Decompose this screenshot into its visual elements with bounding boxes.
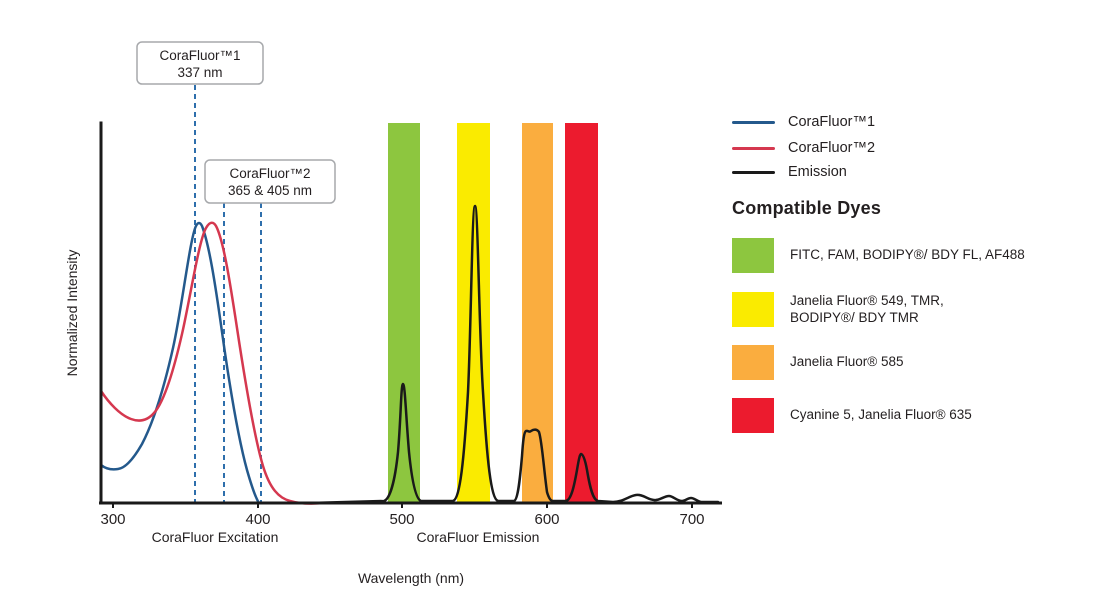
legend-label: CoraFluor™1 [788, 114, 876, 130]
dye-swatch-green [732, 238, 774, 273]
callout-box [136, 41, 264, 85]
x-tick-label-500: 500 [389, 511, 414, 528]
dye-label-line1: Janelia Fluor® 585 [790, 354, 904, 370]
excitation-curve-corafluor2 [99, 221, 350, 505]
x-tick-label-300: 300 [100, 511, 125, 528]
legend-label: Emission [788, 164, 847, 180]
x-axis-title: Wavelength (nm) [358, 570, 464, 586]
x-tick-label-700: 700 [679, 511, 704, 528]
band-green [388, 123, 420, 503]
callout-corafluor2: CoraFluor™2 365 & 405 nm [204, 159, 336, 204]
dashed-markers [194, 85, 262, 502]
x-axis-minor-ticks [112, 504, 693, 508]
x-section-label-emission: CoraFluor Emission [417, 529, 540, 545]
x-tick-label-400: 400 [245, 511, 270, 528]
callout-value: 365 & 405 nm [228, 183, 312, 198]
dye-label-line1: Cyanine 5, Janelia Fluor® 635 [790, 407, 972, 423]
filter-bands [388, 123, 598, 503]
excitation-curve-corafluor1 [99, 221, 261, 505]
legend-line-swatch-blue [732, 120, 775, 124]
dye-label: Janelia Fluor® 585 [790, 354, 904, 371]
x-tick-labels: 300 400 500 600 700 [100, 511, 704, 528]
legend-item-emission: Emission [732, 162, 847, 182]
y-axis-title: Normalized Intensity [64, 250, 80, 377]
band-orange [522, 123, 553, 503]
dye-label: Cyanine 5, Janelia Fluor® 635 [790, 407, 972, 424]
callout-value: 337 nm [177, 65, 222, 80]
dye-row-yellow: Janelia Fluor® 549, TMR, BODIPY®/ BDY TM… [732, 292, 944, 327]
callout-box [204, 159, 336, 204]
callout-title: CoraFluor™1 [159, 48, 240, 63]
legend-panel: CoraFluor™1 CoraFluor™2 Emission Compati… [732, 0, 1110, 612]
dye-row-green: FITC, FAM, BODIPY®/ BDY FL, AF488 [732, 238, 1025, 273]
x-tick-label-600: 600 [534, 511, 559, 528]
legend-line-swatch-red [732, 146, 775, 150]
dye-swatch-yellow [732, 292, 774, 327]
spectra-chart: CoraFluor™1 337 nm CoraFluor™2 365 & 405… [64, 41, 722, 586]
legend-line-swatch-black [732, 170, 775, 174]
band-yellow [457, 123, 490, 503]
dye-row-red: Cyanine 5, Janelia Fluor® 635 [732, 398, 972, 433]
dye-swatch-red [732, 398, 774, 433]
emission-curve [308, 204, 720, 505]
callout-corafluor1: CoraFluor™1 337 nm [136, 41, 264, 85]
legend-label: CoraFluor™2 [788, 140, 876, 156]
dye-label: FITC, FAM, BODIPY®/ BDY FL, AF488 [790, 247, 1025, 264]
dye-swatch-orange [732, 345, 774, 380]
dye-label-line1: Janelia Fluor® 549, TMR, [790, 293, 944, 308]
legend-item-corafluor2: CoraFluor™2 [732, 138, 875, 158]
dye-label: Janelia Fluor® 549, TMR, BODIPY®/ BDY TM… [790, 293, 944, 326]
dye-label-line2: BODIPY®/ BDY TMR [790, 309, 919, 325]
dye-label-line1: FITC, FAM, BODIPY®/ BDY FL, AF488 [790, 247, 1025, 263]
x-section-label-excitation: CoraFluor Excitation [152, 529, 279, 545]
callout-title: CoraFluor™2 [229, 166, 310, 181]
band-red [565, 123, 598, 503]
legend-item-corafluor1: CoraFluor™1 [732, 112, 875, 132]
dye-row-orange: Janelia Fluor® 585 [732, 345, 904, 380]
compatible-dyes-heading: Compatible Dyes [732, 198, 882, 218]
